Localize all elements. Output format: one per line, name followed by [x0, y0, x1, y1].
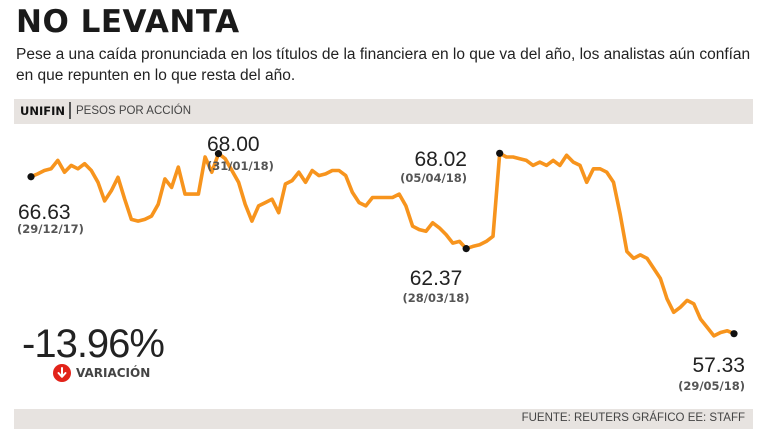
down-arrow-icon	[53, 364, 71, 382]
percent-change-value: -13.96%	[22, 322, 165, 366]
annotation-value: 62.37	[410, 267, 463, 290]
chart-subtitle: Pese a una caída pronunciada en los títu…	[16, 46, 751, 84]
ticker-label: UNIFIN	[20, 104, 66, 118]
annotation-dot	[462, 245, 470, 253]
chart-header-band: UNIFIN PESOS POR ACCIÓN	[14, 99, 753, 124]
annotation-dot	[27, 173, 35, 181]
annotation-value: 68.02	[414, 148, 467, 171]
annotation-dot	[730, 330, 738, 338]
annotation-date: (31/01/18)	[207, 159, 274, 173]
annotation-date: (29/05/18)	[678, 379, 745, 393]
price-series-line	[29, 151, 736, 338]
source-credit: FUENTE: REUTERS GRÁFICO EE: STAFF	[521, 412, 745, 424]
unit-label: PESOS POR ACCIÓN	[76, 105, 192, 117]
annotation-date: (05/04/18)	[400, 171, 467, 185]
annotation-value: 57.33	[692, 354, 745, 377]
annotation-dot	[496, 149, 504, 157]
footer-band: FUENTE: REUTERS GRÁFICO EE: STAFF	[14, 409, 753, 429]
ticker-separator	[69, 102, 71, 119]
annotation-value: 68.00	[207, 133, 260, 156]
annotation-date: (29/12/17)	[17, 222, 84, 236]
chart-title: NO LEVANTA	[16, 4, 240, 40]
annotation-date: (28/03/18)	[403, 291, 470, 305]
annotation-dot	[214, 150, 223, 158]
percent-change-label: VARIACIÓN	[76, 366, 151, 380]
annotation-value: 66.63	[18, 201, 71, 224]
